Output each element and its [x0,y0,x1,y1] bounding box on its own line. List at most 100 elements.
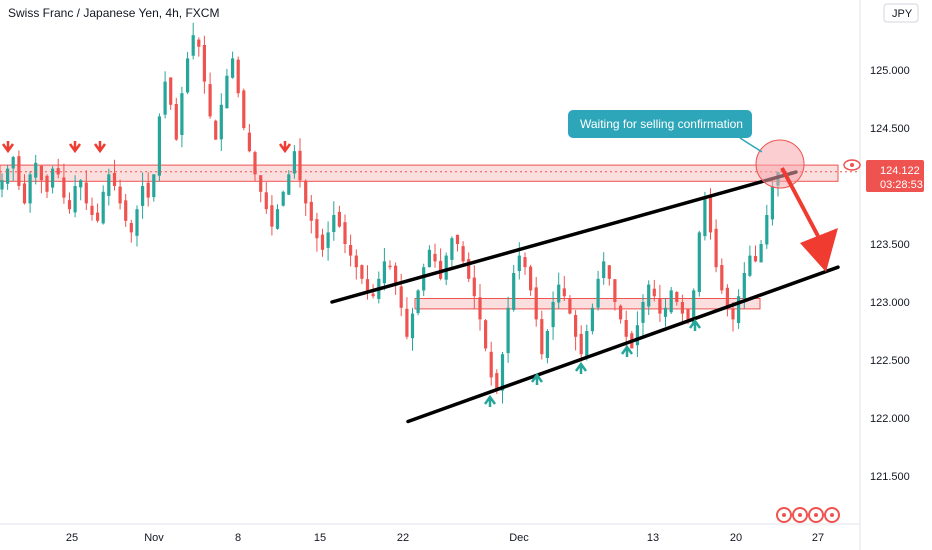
candle-body [22,183,27,204]
candle-body [686,309,690,320]
candle-body [731,308,735,320]
candle-body [270,205,274,227]
callout-text: Waiting for selling confirmation [580,117,743,131]
candle-body [680,302,684,314]
candle-body [399,286,403,308]
candle-body [225,75,229,109]
candle-body [169,77,173,105]
candle-body [444,255,448,280]
x-tick-label: 25 [66,532,78,544]
candle-body [17,156,21,186]
resistance-zone [0,164,839,182]
candle-body [410,313,415,339]
candle-body [275,209,280,229]
price-scale[interactable]: 125.000124.500124.000123.500123.000122.5… [870,65,910,483]
candle-body [101,191,105,224]
candle-body [759,244,763,263]
candle-body [349,245,353,256]
candle-body [450,238,454,260]
candle-body [202,45,206,82]
candle-body [264,192,268,210]
x-tick-label: Nov [144,532,164,544]
y-tick-label: 122.000 [870,413,910,425]
candle-body [478,297,482,320]
candle-body [619,305,623,320]
candle-body [28,174,32,204]
candle-body [354,255,358,268]
down-arrow-icon [68,141,82,154]
candle-body [534,287,538,320]
candle-body [585,331,589,359]
currency-label: JPY [892,8,913,20]
eye-icon[interactable] [843,159,861,171]
candle-body [281,191,285,206]
candle-body [6,168,10,184]
candle-body [568,298,572,314]
up-arrow-icon [530,372,544,385]
currency-badge[interactable]: JPY [883,3,919,23]
candle-body [67,200,72,210]
candle-body [157,116,161,176]
down-arrow-icon [93,141,107,154]
lower-channel-line [406,265,840,424]
candle-body [118,186,122,204]
candle-body [214,120,218,140]
time-axis[interactable]: 25 Nov 8 15 22 Dec 13 20 27 [66,532,824,544]
candle-body [124,200,128,221]
candle-body [343,222,347,244]
candle-body [0,180,4,190]
candle-body [405,308,409,337]
candle-body [219,104,223,140]
candle-body [416,290,420,313]
candle-body [253,152,257,175]
candle-body [96,212,100,221]
candle-body [641,302,645,323]
x-tick-label: 15 [314,532,326,544]
replay-icon[interactable] [776,507,840,523]
candle-body [332,215,336,232]
candles-group [0,22,780,404]
y-tick-label: 123.000 [870,297,910,309]
y-tick-label: 121.500 [870,471,910,483]
candle-body [523,257,527,268]
candle-body [506,307,510,354]
candle-body [770,186,774,220]
candle-body [45,175,49,192]
candle-body [337,211,341,227]
candle-body [326,232,330,248]
candle-body [79,180,83,188]
candle-body [292,151,296,174]
candle-body [51,168,55,188]
candle-body [517,255,521,272]
candle-body [714,228,718,268]
y-tick-label: 122.500 [870,355,910,367]
countdown-value: 03:28:53 [880,179,923,191]
candle-body [73,186,77,213]
y-tick-label: 123.500 [870,239,910,251]
candle-body [315,219,319,239]
candle-body [11,157,15,169]
candle-body [613,279,617,302]
candle-body [56,168,60,175]
candle-body [141,186,145,206]
up-markers-group [483,318,702,407]
last-price-badge: 124.122 03:28:53 [866,160,924,192]
candle-body [174,104,178,140]
up-arrow-icon [574,361,588,374]
candle-body [529,266,533,291]
candle-body [607,265,611,279]
candle-body [652,288,656,297]
candle-body [753,256,758,262]
candle-body [62,177,66,198]
candle-body [725,287,729,308]
y-tick-label: 124.500 [870,123,910,135]
candle-body [635,325,639,346]
up-arrow-icon [620,344,634,357]
candle-body [461,246,465,262]
candle-body [658,298,662,314]
candle-body [708,194,713,233]
candle-body [692,290,696,324]
candle-body [107,174,111,196]
candle-body [484,320,488,349]
